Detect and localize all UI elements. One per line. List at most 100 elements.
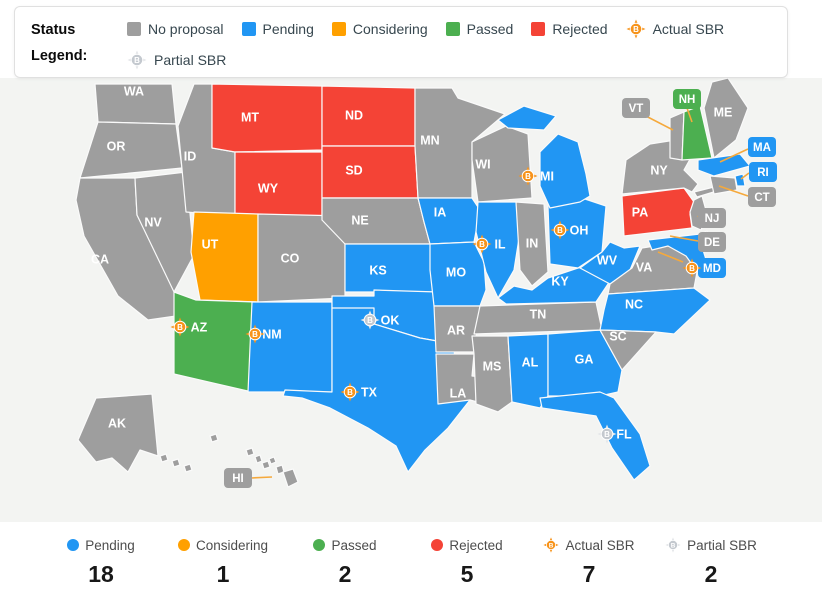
legend-item: Rejected (531, 21, 608, 37)
state-hi[interactable] (209, 433, 219, 443)
state-sd[interactable] (321, 145, 419, 199)
bitcoin-glyph: B (671, 542, 676, 549)
state-label-ny: NY (650, 164, 668, 178)
state-ak[interactable] (77, 393, 159, 473)
state-ak[interactable] (171, 458, 181, 468)
state-sc[interactable] (599, 329, 657, 371)
state-mt[interactable] (211, 83, 323, 153)
state-fl[interactable] (539, 391, 651, 481)
state-label-fl: FL (616, 428, 632, 442)
summary-dot (431, 539, 444, 551)
state-label-box-ri[interactable]: RI (749, 162, 777, 182)
summary-label: Rejected (406, 535, 528, 555)
legend-row-2: B Partial SBR (127, 44, 777, 75)
state-label-or: OR (107, 140, 126, 154)
summary-counts: Pending 18 Considering 1 Passed 2 Rejected 5 B Ac… (40, 535, 772, 588)
legend-item-label: Pending (262, 20, 314, 37)
state-or[interactable] (79, 121, 183, 179)
state-label-ga: GA (575, 353, 594, 367)
legend-swatch (331, 21, 346, 36)
partial-sbr-icon-ok: B (360, 310, 380, 330)
state-ma[interactable] (697, 153, 751, 177)
state-hi[interactable] (254, 454, 263, 464)
state-label-box-nh[interactable]: NH (673, 89, 701, 109)
actual-sbr-icon-mi: B (518, 166, 538, 186)
state-wy[interactable] (234, 151, 323, 217)
state-ak[interactable] (159, 453, 169, 463)
state-label-ky: KY (551, 275, 569, 289)
leader-line-ri (740, 172, 750, 180)
state-label-box-bg (698, 208, 726, 228)
state-mi[interactable] (539, 133, 591, 209)
state-label: DE (704, 237, 720, 249)
state-label-la: LA (450, 387, 467, 401)
state-label-nv: NV (144, 216, 162, 230)
state-hi[interactable] (261, 460, 271, 470)
bitcoin-glyph: B (549, 542, 554, 549)
state-hi[interactable] (282, 468, 299, 488)
state-label-box-hi[interactable]: HI (224, 468, 252, 488)
state-label-box-vt[interactable]: VT (622, 98, 650, 118)
bitcoin-circle (600, 427, 614, 441)
state-ne[interactable] (321, 197, 431, 245)
state-mo[interactable] (429, 241, 487, 307)
state-hi[interactable] (245, 447, 255, 457)
status-legend-card: Status Legend: No proposal Pending Consider… (14, 6, 788, 78)
state-mi[interactable] (497, 105, 557, 131)
bitcoin-circle (521, 169, 535, 183)
state-tx[interactable] (282, 307, 471, 473)
leader-line-nh (686, 107, 693, 123)
state-label-box-nj[interactable]: NJ (698, 208, 726, 228)
state-label-box-md[interactable]: MD (698, 258, 726, 278)
state-label-box-bg (622, 98, 650, 118)
state-label-box-bg (673, 89, 701, 109)
state-nd[interactable] (321, 85, 416, 147)
state-label-mt: MT (241, 111, 259, 125)
state-in[interactable] (515, 201, 549, 287)
state-label-al: AL (522, 356, 539, 370)
state-label-ok: OK (381, 314, 400, 328)
bitcoin-glyph: B (134, 56, 140, 65)
state-ut[interactable] (190, 211, 259, 303)
state-label-box-de[interactable]: DE (698, 232, 726, 252)
state-label-oh: OH (570, 224, 589, 238)
state-label: VT (629, 103, 644, 115)
state-nv[interactable] (134, 171, 195, 293)
leader-line-hi (250, 476, 273, 479)
legend-item: Passed (445, 20, 514, 37)
legend-title: Status Legend: (31, 22, 88, 64)
state-label-wy: WY (258, 182, 279, 196)
state-label-ar: AR (447, 324, 465, 338)
partial-sbr-legend-icon: B (127, 50, 147, 69)
legend-item-label: Passed (466, 20, 514, 37)
legend-swatch (531, 21, 546, 36)
summary-label-text: Rejected (449, 537, 503, 553)
state-label-nd: ND (345, 109, 363, 123)
bitcoin-circle (248, 327, 262, 341)
state-ms[interactable] (471, 335, 513, 413)
state-al[interactable] (507, 333, 549, 409)
state-label-box-bg (698, 258, 726, 278)
state-label-tn: TN (530, 308, 547, 322)
bitcoin-glyph: B (557, 226, 563, 235)
state-ks[interactable] (344, 243, 439, 293)
state-label: CT (754, 192, 769, 204)
state-label: MD (703, 263, 721, 275)
bitcoin-glyph: B (479, 240, 485, 249)
state-label-box-ct[interactable]: CT (748, 187, 776, 207)
bitcoin-circle (475, 237, 489, 251)
summary-count: 1 (216, 561, 230, 587)
bitcoin-circle (173, 320, 187, 334)
state-label: MA (753, 142, 771, 154)
bitcoin-glyph: B (177, 323, 183, 332)
state-az[interactable] (173, 291, 257, 393)
state-hi[interactable] (268, 456, 277, 465)
legend-swatch (241, 21, 256, 36)
state-label-mn: MN (420, 134, 439, 148)
state-label-ak: AK (108, 417, 126, 431)
state-label-box-ma[interactable]: MA (748, 137, 776, 157)
summary-label: B Actual SBR (528, 535, 650, 555)
actual-sbr-icon-az: B (170, 317, 190, 337)
state-nm[interactable] (247, 301, 333, 393)
state-ak[interactable] (183, 463, 193, 473)
